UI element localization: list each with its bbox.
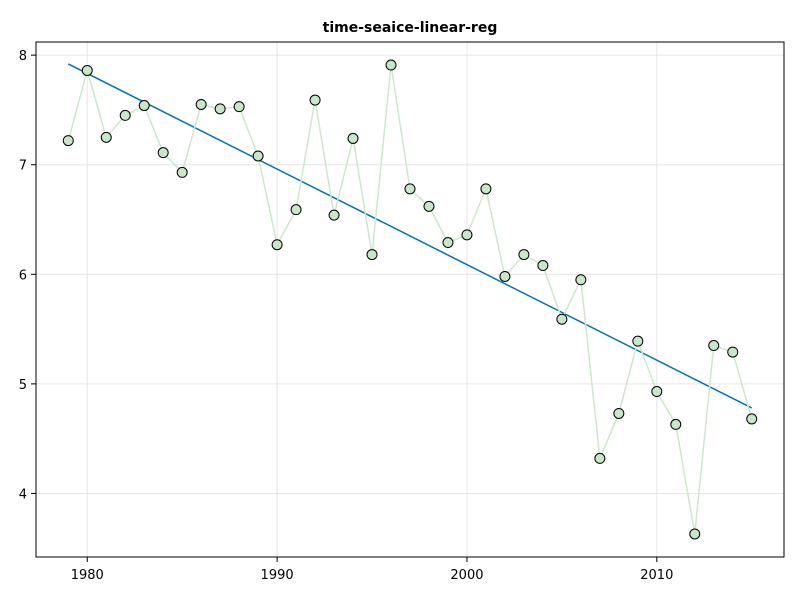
data-point [385, 59, 397, 71]
data-point [594, 452, 606, 464]
data-point [404, 183, 416, 195]
regression-line [67, 63, 753, 409]
y-tick-label: 7 [19, 159, 27, 174]
data-point [632, 335, 644, 347]
data-point [347, 132, 359, 144]
data-point [271, 239, 283, 251]
y-tick-label: 5 [19, 378, 27, 393]
data-point [613, 407, 625, 419]
y-tick-label: 6 [19, 268, 27, 283]
data-point [176, 166, 188, 178]
data-point [575, 274, 587, 286]
data-point [423, 200, 435, 212]
data-point [480, 183, 492, 195]
data-point [708, 340, 720, 352]
data-point [499, 270, 511, 282]
data-point [81, 64, 93, 76]
data-point [689, 528, 701, 540]
x-tick-label: 1990 [261, 568, 294, 583]
data-point [157, 147, 169, 159]
plot-frame [35, 41, 785, 558]
series-group [62, 59, 758, 540]
data-point [233, 101, 245, 113]
data-point [290, 204, 302, 216]
data-point [366, 249, 378, 261]
axes: 1980 1990 2000 2010 4 5 6 7 8 [19, 49, 674, 583]
regression-line-group [67, 63, 753, 409]
data-point [442, 237, 454, 249]
data-point [252, 150, 264, 162]
data-point [309, 94, 321, 106]
x-tick-label: 2000 [450, 568, 483, 583]
data-point [100, 131, 112, 143]
series-connector-line [67, 64, 753, 535]
data-point [537, 260, 549, 272]
x-tick-label: 1980 [71, 568, 104, 583]
y-tick-label: 4 [19, 487, 27, 502]
chart-title: time-seaice-linear-reg [323, 20, 498, 36]
data-point [556, 313, 568, 325]
data-point [670, 418, 682, 430]
y-tick-label: 8 [19, 49, 27, 64]
x-tick-label: 2010 [640, 568, 673, 583]
data-point [461, 229, 473, 241]
grid [36, 42, 784, 557]
data-point [195, 98, 207, 110]
data-point [119, 109, 131, 121]
data-point [746, 413, 758, 425]
data-point [651, 386, 663, 398]
data-point [328, 209, 340, 221]
data-point [727, 346, 739, 358]
data-point [62, 135, 74, 147]
data-point [138, 100, 150, 112]
data-point [518, 249, 530, 261]
data-point [214, 103, 226, 115]
